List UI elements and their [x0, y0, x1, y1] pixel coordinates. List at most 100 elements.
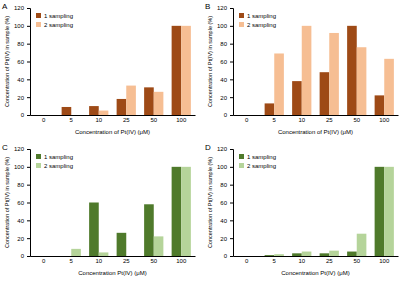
bar	[154, 236, 164, 256]
bar	[329, 251, 339, 256]
bar	[34, 256, 44, 257]
y-tick-label: 100	[217, 164, 228, 170]
y-tick-label: 100	[14, 23, 25, 29]
bar	[375, 95, 385, 115]
bar	[44, 115, 54, 116]
y-tick-mark	[230, 149, 233, 150]
bar	[292, 253, 302, 256]
x-tick-label: 50	[150, 258, 157, 264]
panel-title: D	[205, 143, 211, 152]
bar	[172, 26, 182, 115]
y-tick-mark	[27, 8, 30, 9]
y-tick: 80	[17, 41, 30, 47]
y-tick: 20	[17, 95, 30, 101]
x-tick-label: 25	[123, 117, 130, 123]
x-tick-label: 10	[298, 258, 305, 264]
bars	[265, 26, 394, 115]
x-axis: 0 5 10 25 50 100	[234, 256, 399, 264]
legend-label: 1 sampling	[44, 154, 73, 160]
bar	[347, 252, 357, 256]
y-tick: 0	[21, 112, 30, 118]
x-tick: 25	[123, 115, 130, 123]
y-tick: 20	[220, 95, 233, 101]
y-tick-label: 120	[14, 5, 25, 11]
x-tick: 10	[95, 256, 102, 264]
y-tick: 80	[220, 41, 233, 47]
y-tick-mark	[27, 79, 30, 80]
y-axis-line	[27, 9, 31, 116]
bar	[265, 103, 275, 115]
y-tick: 120	[217, 5, 233, 11]
plot: 02040608010012005102550100Concentration …	[217, 5, 399, 135]
bar	[357, 234, 367, 256]
legend-item: 2 sampling	[36, 163, 73, 169]
y-tick: 0	[224, 253, 233, 259]
figure: 02040608010012005102550100Concentration …	[0, 0, 406, 282]
y-tick-label: 20	[17, 95, 24, 101]
x-tick: 50	[353, 115, 360, 123]
x-tick-label: 0	[245, 258, 249, 264]
y-tick-label: 80	[17, 41, 24, 47]
legend-label: 2 sampling	[44, 22, 73, 28]
legend-item: 1 sampling	[239, 154, 276, 160]
y-tick-mark	[230, 62, 233, 63]
y-tick-label: 0	[21, 253, 25, 259]
legend-swatch	[36, 154, 41, 159]
x-tick: 50	[150, 115, 157, 123]
x-tick-label: 5	[273, 258, 277, 264]
y-tick: 40	[220, 218, 233, 224]
x-tick: 25	[326, 115, 333, 123]
x-tick-label: 25	[326, 117, 333, 123]
x-tick-label: 25	[123, 258, 130, 264]
bar	[384, 167, 394, 256]
y-tick-mark	[230, 220, 233, 221]
y-tick-label: 40	[220, 218, 227, 224]
legend-swatch	[239, 163, 244, 168]
bar	[265, 255, 275, 256]
bar	[126, 86, 136, 115]
legend-item: 1 sampling	[239, 13, 276, 19]
x-tick-label: 10	[298, 117, 305, 123]
y-tick-mark	[27, 238, 30, 239]
y-tick: 100	[14, 164, 30, 170]
x-tick-label: 5	[70, 258, 74, 264]
bar	[62, 107, 72, 115]
y-tick-label: 80	[220, 41, 227, 47]
x-axis-line	[234, 115, 399, 116]
bar	[375, 167, 385, 256]
x-tick-label: 10	[95, 258, 102, 264]
y-tick-label: 20	[17, 236, 24, 242]
y-tick: 120	[14, 5, 30, 11]
y-tick: 20	[220, 236, 233, 242]
x-tick-label: 100	[379, 258, 390, 264]
y-tick-label: 60	[220, 200, 227, 206]
x-axis: 05102550100	[31, 256, 196, 264]
bar	[144, 204, 154, 256]
bar	[89, 106, 99, 115]
x-tick: 50	[353, 256, 360, 264]
y-axis-line	[230, 150, 234, 257]
bar	[237, 115, 247, 116]
y-tick-mark	[230, 79, 233, 80]
legend: 1 sampling 2 sampling	[36, 154, 73, 169]
y-tick: 20	[17, 236, 30, 242]
x-tick: 5	[273, 256, 277, 264]
y-tick-mark	[27, 62, 30, 63]
x-tick-label: 5	[273, 117, 277, 123]
x-tick: 100	[379, 256, 390, 264]
y-axis: 020406080100120	[217, 5, 234, 118]
y-tick: 0	[224, 112, 233, 118]
x-tick-label: 0	[245, 117, 249, 123]
bar	[71, 115, 81, 116]
panel: 02040608010012005102550100Concentration …	[205, 143, 399, 276]
y-tick-mark	[230, 167, 233, 168]
y-tick: 60	[17, 59, 30, 65]
y-tick: 60	[220, 200, 233, 206]
y-tick: 100	[217, 164, 233, 170]
x-tick: 0	[42, 256, 46, 264]
bar	[302, 26, 312, 115]
plot: 02040608010012005102550100Concentration …	[14, 146, 196, 276]
y-tick-label: 40	[17, 77, 24, 83]
bar	[126, 256, 136, 257]
x-tick-label: 25	[326, 258, 333, 264]
